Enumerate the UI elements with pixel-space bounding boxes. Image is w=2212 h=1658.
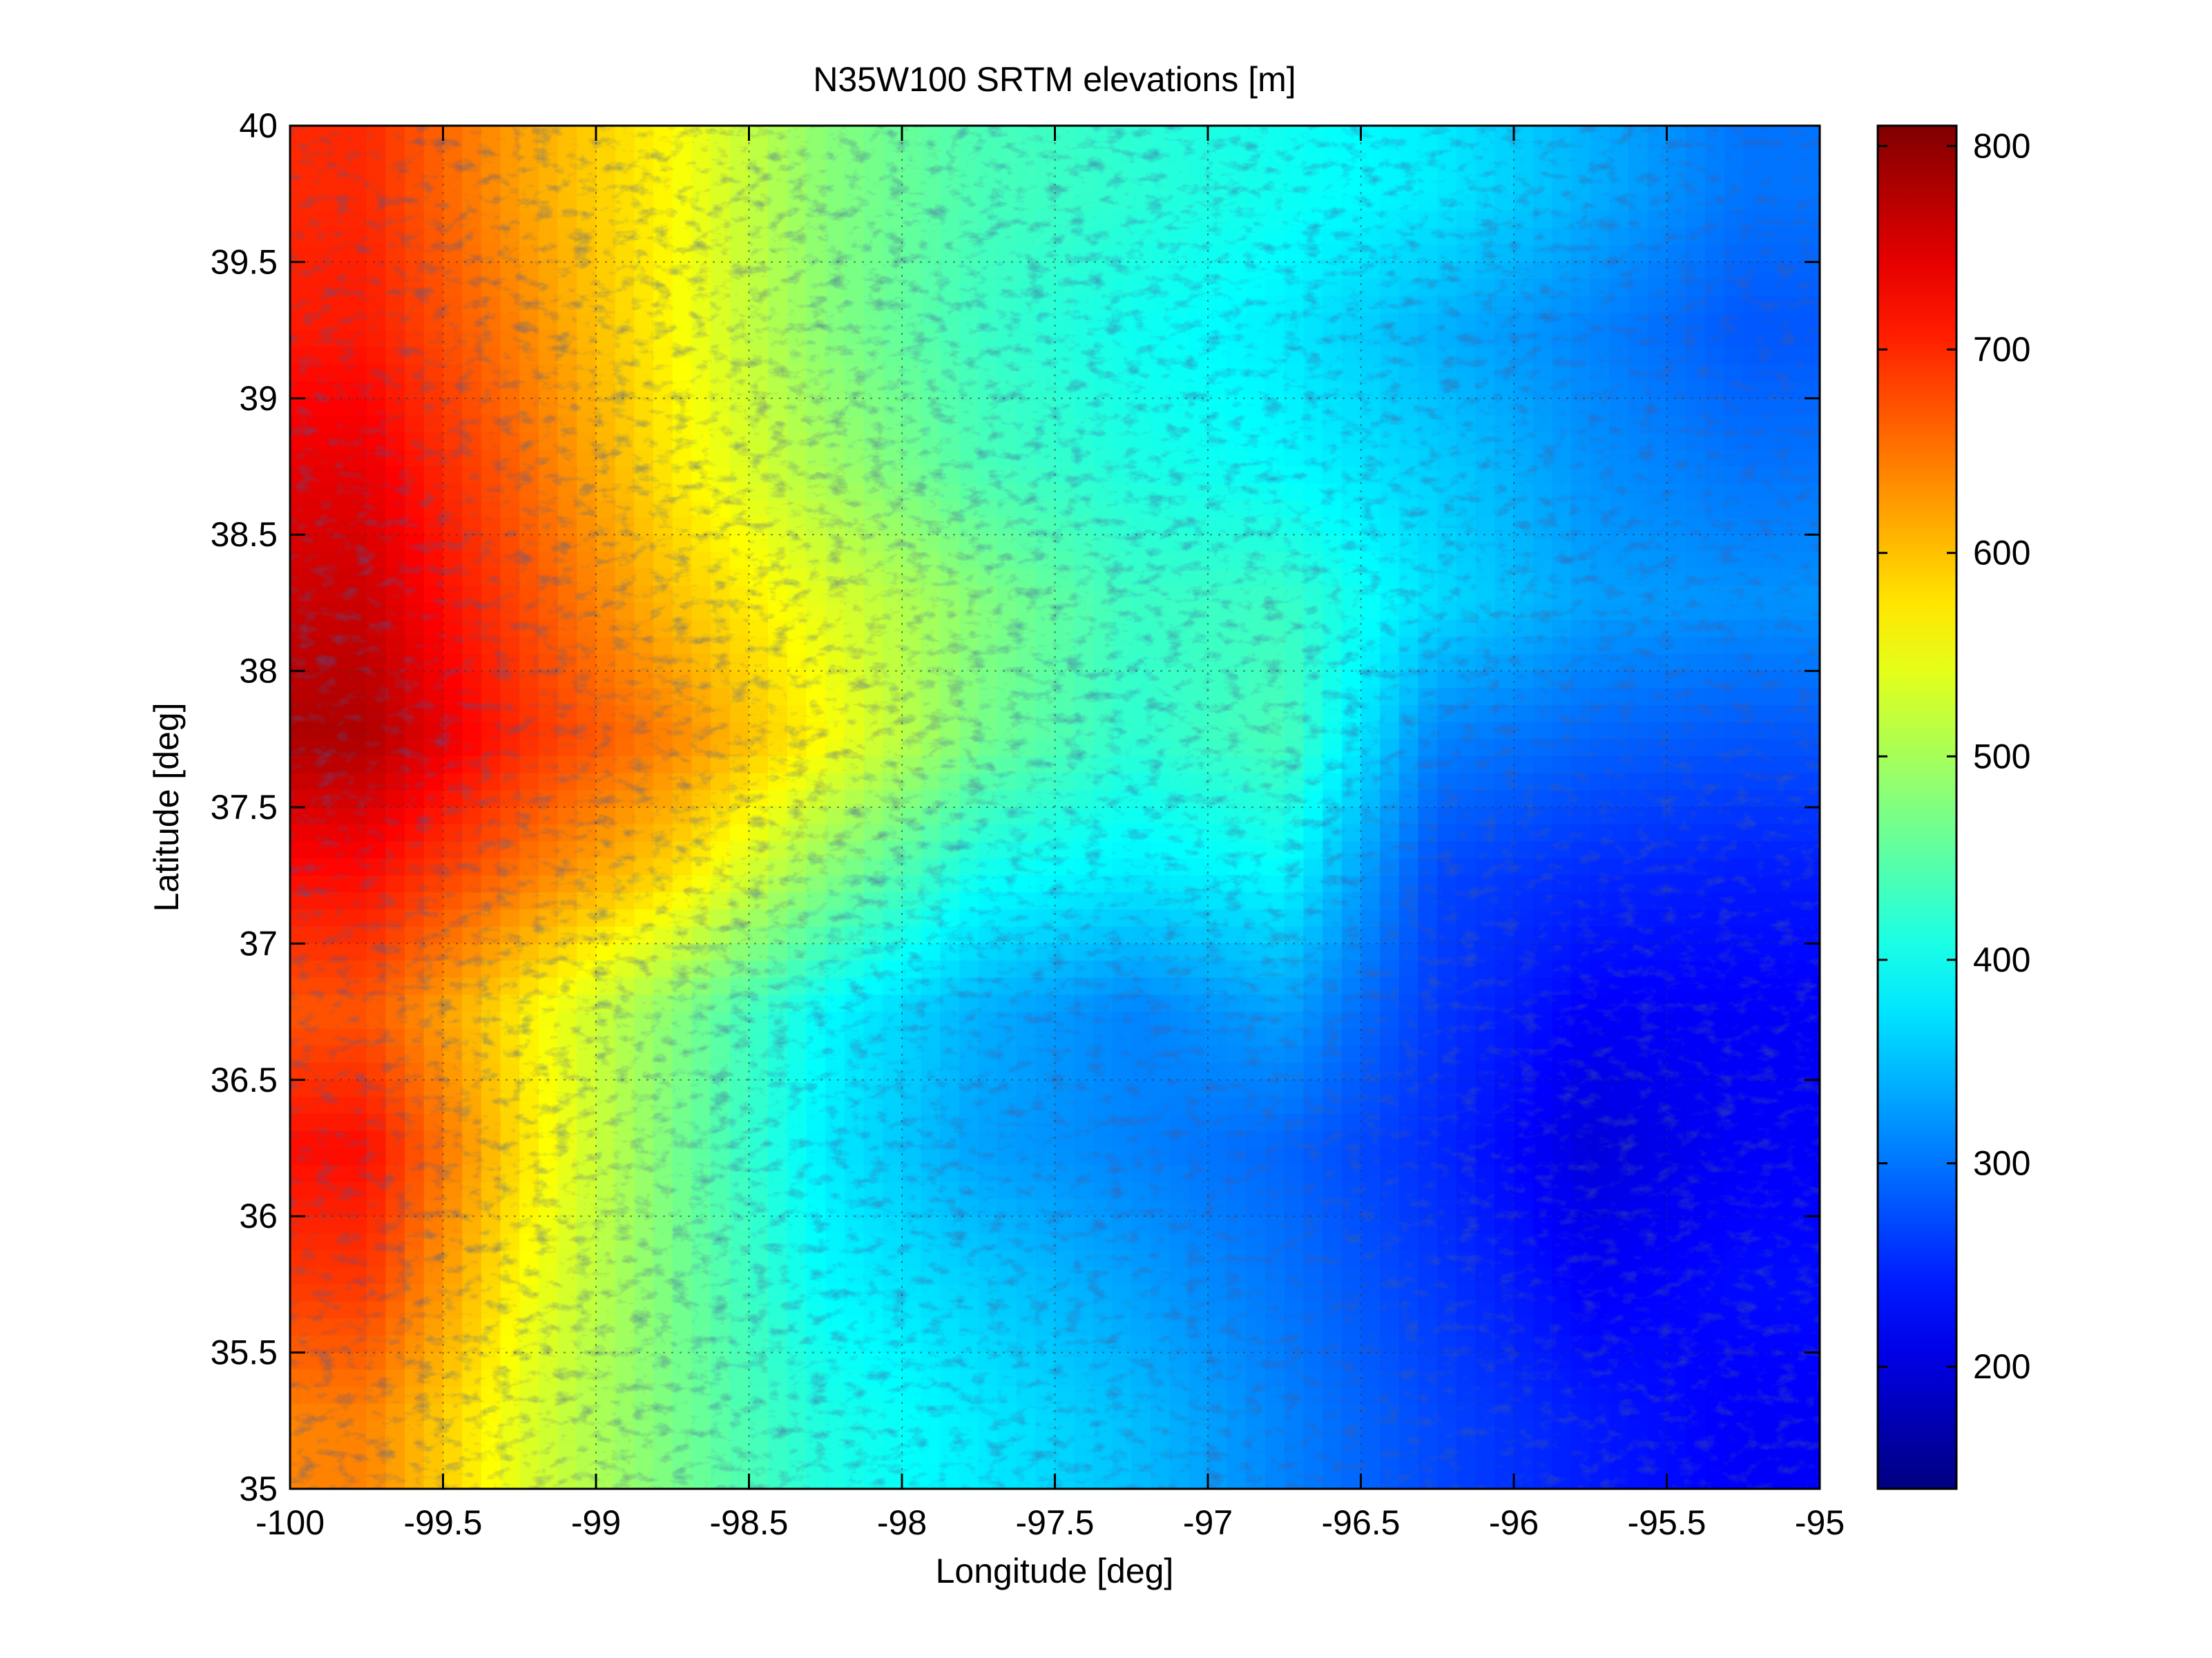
plot-area: -100 -99.5 -99 -98.5 -98 -97.5 -97 -96.5 -96 -95.… bbox=[211, 106, 1845, 1542]
chart-title: N35W100 SRTM elevations [m] bbox=[813, 60, 1296, 99]
